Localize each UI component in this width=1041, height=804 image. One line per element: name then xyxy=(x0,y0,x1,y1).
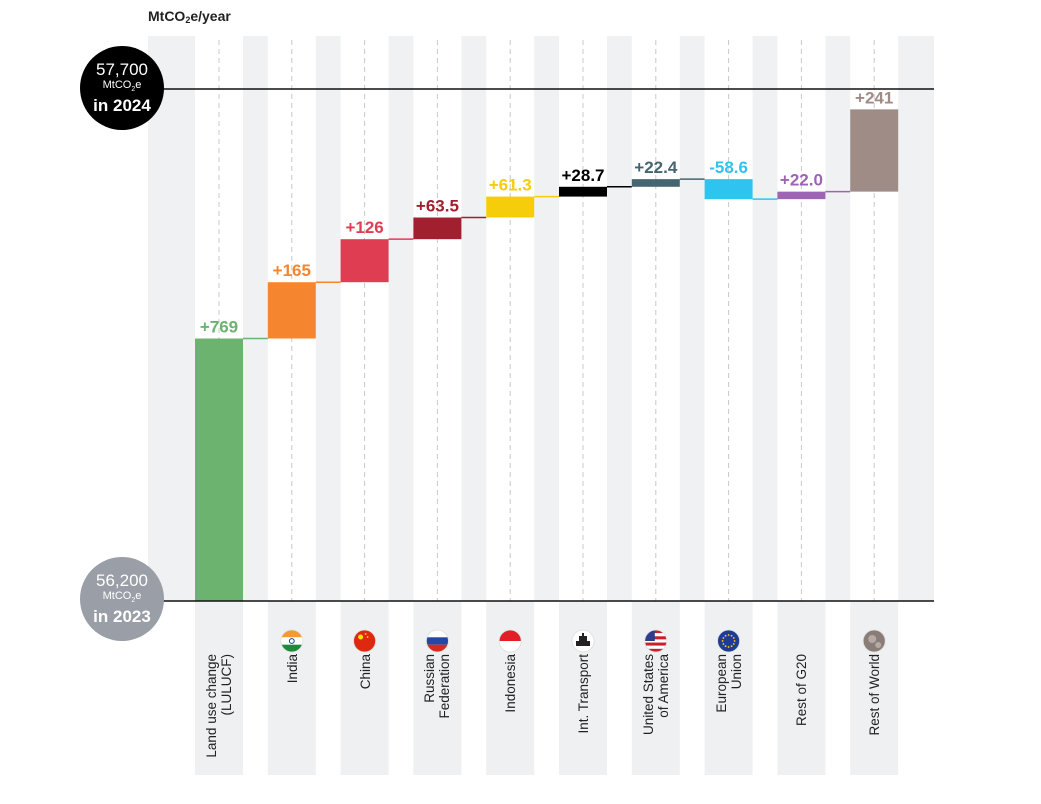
label-column xyxy=(195,601,243,775)
data-label-1: +165 xyxy=(273,261,311,280)
total-2023-badge: 56,200 MtCO2e in 2023 xyxy=(80,557,164,641)
bar-5 xyxy=(559,186,607,197)
flag-usa-icon xyxy=(644,629,668,653)
category-label-7: European Union xyxy=(713,654,744,713)
flag-indonesia-icon xyxy=(498,629,522,653)
bar-2 xyxy=(340,239,389,283)
total-2024-value: 57,700 xyxy=(96,59,148,79)
bar-4 xyxy=(486,196,535,218)
bar-9 xyxy=(850,109,899,192)
flag-china-icon xyxy=(353,629,377,653)
bar-7 xyxy=(704,179,753,200)
data-label-7: -58.6 xyxy=(709,158,748,177)
y-unit-label: MtCO2e/year xyxy=(148,8,231,25)
category-label-3: Russian Federation xyxy=(422,654,453,719)
bar-3 xyxy=(413,217,462,240)
column-strip xyxy=(777,36,826,601)
category-label-6: United States of America xyxy=(640,654,671,736)
total-2023-year: in 2023 xyxy=(93,607,151,627)
category-label-9: Rest of World xyxy=(866,654,882,736)
flag-india-icon xyxy=(280,629,304,653)
data-label-9: +241 xyxy=(855,88,893,107)
data-label-3: +63.5 xyxy=(416,197,459,216)
globe-icon xyxy=(862,629,886,653)
column-strip xyxy=(486,36,535,601)
label-column xyxy=(777,601,826,775)
data-label-6: +22.4 xyxy=(634,158,678,177)
ship-icon xyxy=(571,629,595,653)
column-strip xyxy=(559,36,607,601)
column-strip xyxy=(340,36,389,601)
total-2024-badge: 57,700 MtCO2e in 2024 xyxy=(80,46,164,130)
bar-1 xyxy=(267,282,316,339)
data-label-4: +61.3 xyxy=(489,176,532,195)
column-strip xyxy=(631,36,680,601)
category-label-2: China xyxy=(357,654,373,690)
waterfall-chart: +769 +165 +126 +63.5 +61.3 +28.7 +22.4 -58.6 +22… xyxy=(100,36,934,775)
bar-0 xyxy=(195,338,243,601)
category-label-1: India xyxy=(284,654,300,684)
data-label-0: +769 xyxy=(200,318,238,337)
total-2023-value: 56,200 xyxy=(96,570,148,590)
data-label-5: +28.7 xyxy=(561,166,604,185)
bar-6 xyxy=(631,179,680,187)
category-label-4: Indonesia xyxy=(502,654,518,713)
flag-eu-icon xyxy=(717,629,740,653)
total-2023-unit: MtCO2e xyxy=(102,589,142,605)
category-label-0: Land use change (LULUCF) xyxy=(204,654,234,758)
total-2024-unit: MtCO2e xyxy=(102,78,142,94)
category-label-5: Int. Transport xyxy=(575,654,591,734)
bar-8 xyxy=(777,191,826,200)
column-strip xyxy=(704,36,753,601)
column-strip xyxy=(413,36,462,601)
data-label-2: +126 xyxy=(345,218,383,237)
total-2024-year: in 2024 xyxy=(93,96,151,116)
flag-russia-icon xyxy=(425,629,449,653)
data-label-8: +22.0 xyxy=(780,171,823,190)
category-label-8: Rest of G20 xyxy=(793,654,809,727)
